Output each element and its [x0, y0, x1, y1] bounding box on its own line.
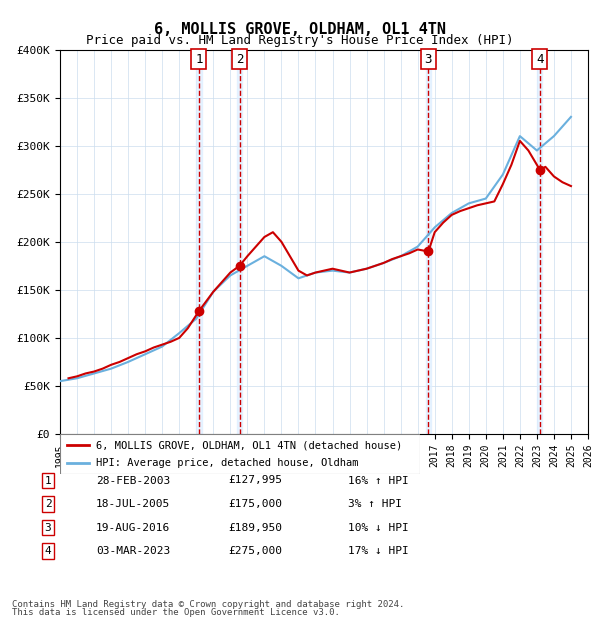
Text: 3% ↑ HPI: 3% ↑ HPI — [348, 499, 402, 509]
Text: 2: 2 — [44, 499, 52, 509]
Text: 28-FEB-2003: 28-FEB-2003 — [96, 476, 170, 485]
Text: Contains HM Land Registry data © Crown copyright and database right 2024.: Contains HM Land Registry data © Crown c… — [12, 600, 404, 609]
FancyBboxPatch shape — [60, 434, 420, 474]
Text: £127,995: £127,995 — [228, 476, 282, 485]
Bar — [196, 50, 202, 434]
Text: 1: 1 — [195, 53, 203, 66]
Text: 4: 4 — [44, 546, 52, 556]
Bar — [237, 50, 242, 434]
Text: £175,000: £175,000 — [228, 499, 282, 509]
Text: £189,950: £189,950 — [228, 523, 282, 533]
Text: This data is licensed under the Open Government Licence v3.0.: This data is licensed under the Open Gov… — [12, 608, 340, 617]
Text: 6, MOLLIS GROVE, OLDHAM, OL1 4TN (detached house): 6, MOLLIS GROVE, OLDHAM, OL1 4TN (detach… — [96, 440, 402, 450]
Text: 3: 3 — [425, 53, 432, 66]
Text: Price paid vs. HM Land Registry's House Price Index (HPI): Price paid vs. HM Land Registry's House … — [86, 34, 514, 47]
Text: 6, MOLLIS GROVE, OLDHAM, OL1 4TN: 6, MOLLIS GROVE, OLDHAM, OL1 4TN — [154, 22, 446, 37]
Text: 18-JUL-2005: 18-JUL-2005 — [96, 499, 170, 509]
Text: 1: 1 — [44, 476, 52, 485]
Text: 2: 2 — [236, 53, 243, 66]
Bar — [537, 50, 542, 434]
Bar — [426, 50, 431, 434]
Text: 16% ↑ HPI: 16% ↑ HPI — [348, 476, 409, 485]
Text: 4: 4 — [536, 53, 544, 66]
Text: 17% ↓ HPI: 17% ↓ HPI — [348, 546, 409, 556]
Text: 19-AUG-2016: 19-AUG-2016 — [96, 523, 170, 533]
Text: HPI: Average price, detached house, Oldham: HPI: Average price, detached house, Oldh… — [96, 458, 359, 468]
Text: 10% ↓ HPI: 10% ↓ HPI — [348, 523, 409, 533]
Text: 3: 3 — [44, 523, 52, 533]
Text: £275,000: £275,000 — [228, 546, 282, 556]
Text: 03-MAR-2023: 03-MAR-2023 — [96, 546, 170, 556]
